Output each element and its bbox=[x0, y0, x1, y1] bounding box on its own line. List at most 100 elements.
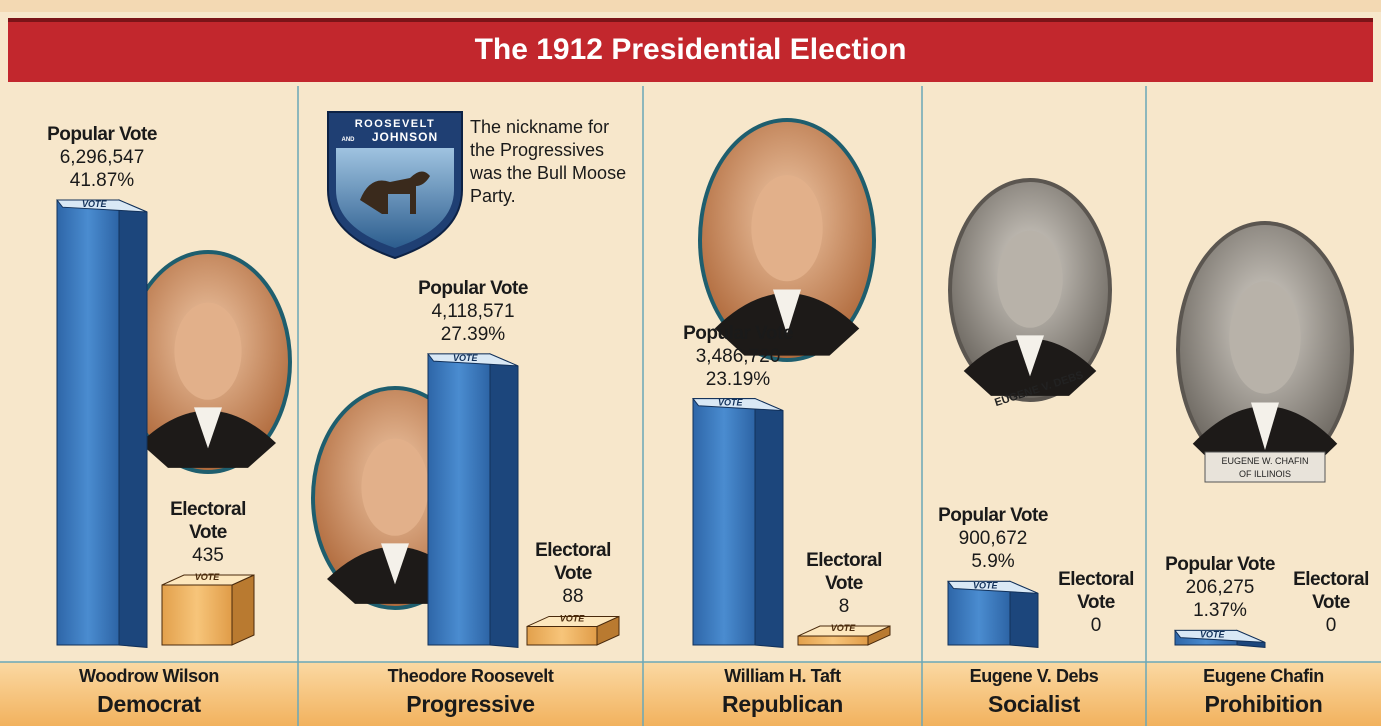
series-name: Electoral Vote bbox=[535, 540, 611, 585]
bar-top bbox=[55, 199, 148, 213]
bar-side bbox=[489, 353, 519, 648]
popular-bar: VOTE bbox=[426, 353, 519, 648]
portrait bbox=[698, 118, 876, 362]
portrait-collar bbox=[1251, 402, 1279, 450]
name-band bbox=[0, 662, 1381, 726]
popular-label: Popular Vote 3,486,720 23.19% bbox=[683, 322, 793, 391]
candidate-name: Eugene V. Debs bbox=[969, 666, 1099, 686]
party-name: Socialist bbox=[988, 691, 1080, 717]
title-bar-edge bbox=[8, 18, 1373, 22]
box-label: VOTE bbox=[1200, 629, 1226, 639]
popular-share: 27.39% bbox=[440, 323, 506, 345]
footer-cell: William H. Taft Republican bbox=[643, 666, 922, 718]
portrait bbox=[1176, 221, 1354, 479]
box-side bbox=[231, 574, 255, 646]
electoral-label: Electoral Vote 0 bbox=[1286, 568, 1376, 637]
box-front bbox=[797, 635, 869, 646]
bar-side bbox=[118, 199, 148, 648]
electoral-box: VOTE bbox=[797, 623, 891, 646]
series-name: Popular Vote bbox=[938, 505, 1048, 527]
party-name: Republican bbox=[722, 691, 843, 717]
electoral-label: Electoral Vote 8 bbox=[799, 549, 889, 618]
badge-line: JOHNSON bbox=[372, 130, 438, 144]
box-label: VOTE bbox=[973, 580, 999, 590]
series-name: Popular Vote bbox=[683, 322, 793, 344]
footer-cell: Eugene V. Debs Socialist bbox=[922, 666, 1146, 718]
box-label: VOTE bbox=[718, 398, 744, 408]
series-name: Electoral Vote bbox=[170, 499, 246, 543]
popular-value: 206,275 bbox=[1185, 577, 1255, 599]
electoral-value: 435 bbox=[192, 545, 224, 566]
bar-front bbox=[427, 353, 491, 646]
popular-bar: VOTE bbox=[691, 397, 784, 648]
electoral-box: VOTE bbox=[161, 572, 255, 646]
electoral-label: Electoral Vote 0 bbox=[1051, 568, 1141, 637]
portrait-collar bbox=[194, 407, 222, 449]
party-name: Prohibition bbox=[1204, 691, 1323, 717]
portrait-head bbox=[751, 175, 823, 282]
box-label: VOTE bbox=[82, 199, 108, 209]
annotation: The nickname for the Progressives was th… bbox=[470, 117, 627, 206]
chart-title: The 1912 Presidential Election bbox=[474, 33, 907, 66]
electoral-box: VOTE bbox=[526, 613, 620, 646]
box-label: VOTE bbox=[831, 623, 857, 633]
electoral-label: Electoral Vote 88 bbox=[528, 539, 618, 608]
popular-bar: VOTE bbox=[1173, 629, 1266, 648]
candidate-name: Theodore Roosevelt bbox=[387, 666, 554, 686]
bar-top bbox=[1173, 629, 1266, 643]
top-edge bbox=[0, 0, 1381, 12]
popular-label: Popular Vote 4,118,571 27.39% bbox=[418, 277, 528, 346]
portrait-collar bbox=[381, 543, 409, 585]
box-top bbox=[526, 615, 620, 627]
portrait-head bbox=[174, 302, 242, 400]
electoral-label: Electoral Vote 435 bbox=[163, 498, 253, 567]
candidate-name: Eugene Chafin bbox=[1203, 666, 1324, 686]
party-name: Progressive bbox=[406, 691, 535, 717]
series-name: Popular Vote bbox=[1165, 554, 1275, 576]
series-name: Electoral Vote bbox=[1293, 569, 1369, 613]
footer-cell: Woodrow Wilson Democrat bbox=[0, 666, 298, 718]
title-bar bbox=[8, 18, 1373, 82]
box-top bbox=[161, 574, 255, 586]
popular-bar: VOTE bbox=[55, 199, 148, 648]
bar-top bbox=[691, 398, 784, 412]
portrait-caption: OF ILLINOIS bbox=[1239, 469, 1291, 479]
box-label: VOTE bbox=[195, 572, 221, 582]
portrait-collar bbox=[773, 289, 801, 335]
portrait bbox=[124, 250, 292, 474]
electoral-value: 0 bbox=[1325, 615, 1337, 636]
series-name: Electoral Vote bbox=[806, 550, 882, 595]
popular-value: 4,118,571 bbox=[431, 300, 515, 322]
popular-value: 900,672 bbox=[958, 528, 1028, 550]
popular-share: 1.37% bbox=[1193, 600, 1247, 622]
electoral-value: 0 bbox=[1090, 615, 1102, 636]
party-name: Democrat bbox=[97, 691, 201, 717]
badge-line: ROOSEVELT bbox=[355, 118, 436, 130]
candidate-name: William H. Taft bbox=[724, 666, 841, 686]
badge-line: AND bbox=[342, 137, 356, 143]
popular-value: 6,296,547 bbox=[59, 147, 145, 168]
series-name: Popular Vote bbox=[418, 277, 528, 299]
footer-cell: Theodore Roosevelt Progressive bbox=[298, 666, 643, 718]
bar-front bbox=[56, 199, 120, 646]
portrait-head bbox=[997, 230, 1063, 328]
candidate-name: Woodrow Wilson bbox=[79, 666, 219, 686]
bar-side bbox=[754, 397, 784, 648]
popular-share: 23.19% bbox=[705, 368, 771, 390]
series-name: Popular Vote bbox=[47, 124, 157, 145]
popular-bar: VOTE bbox=[946, 580, 1039, 648]
box-top bbox=[797, 625, 891, 637]
series-name: Electoral Vote bbox=[1058, 569, 1134, 613]
portrait bbox=[948, 178, 1112, 402]
bar-top bbox=[946, 580, 1039, 594]
portrait-collar bbox=[1016, 335, 1044, 377]
portrait-head bbox=[1229, 281, 1301, 394]
electoral-value: 8 bbox=[838, 596, 850, 618]
bar-front bbox=[692, 398, 756, 646]
column-dividers bbox=[0, 86, 1381, 726]
box-label: VOTE bbox=[453, 353, 479, 363]
popular-share: 5.9% bbox=[971, 551, 1015, 573]
popular-value: 3,486,720 bbox=[695, 345, 781, 367]
